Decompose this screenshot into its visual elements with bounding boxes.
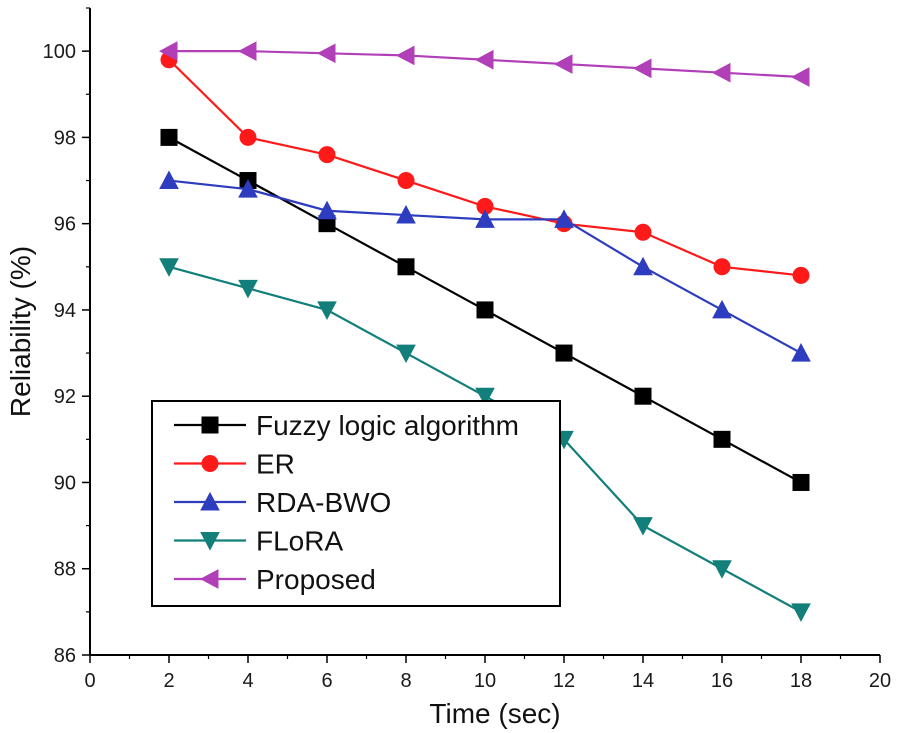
data-point <box>791 342 811 362</box>
legend: Fuzzy logic algorithm ER RDA-BWO FLoRA Propo… <box>151 400 561 607</box>
axes-layer: 0 2 4 6 8 10 12 14 16 18 20 86 88 90 92 94 96 98 100 <box>43 7 891 692</box>
legend-entry: FLoRA <box>174 526 343 557</box>
x-tick-label: 20 <box>869 670 891 692</box>
data-point <box>318 146 336 164</box>
data-point <box>317 200 337 220</box>
y-tick-label: 88 <box>54 559 76 581</box>
data-point <box>158 41 178 61</box>
data-point <box>316 43 336 64</box>
legend-marker <box>199 569 219 589</box>
data-point <box>159 258 179 277</box>
data-point <box>396 344 416 364</box>
legend-box <box>151 400 561 607</box>
data-point <box>396 204 416 224</box>
data-point <box>633 517 653 536</box>
data-point <box>239 128 257 146</box>
data-point <box>633 256 653 276</box>
data-point <box>476 301 494 319</box>
series-line <box>168 58 802 277</box>
data-point <box>160 128 178 146</box>
data-point <box>317 301 337 321</box>
data-point <box>395 45 415 66</box>
data-point <box>397 258 415 276</box>
x-tick-label: 0 <box>84 670 95 692</box>
x-tick-label: 8 <box>400 670 411 692</box>
series-er <box>160 51 810 284</box>
legend-entry: RDA-BWO <box>174 487 391 518</box>
data-point <box>159 170 179 190</box>
data-point <box>790 67 810 87</box>
x-tick-label: 4 <box>242 670 253 692</box>
x-tick-label: 6 <box>321 670 332 692</box>
legend-label: FLoRA <box>256 526 343 557</box>
x-tick-label: 14 <box>632 670 654 692</box>
data-point <box>397 172 415 190</box>
y-tick-label: 86 <box>54 645 76 667</box>
series-fuzzy-logic-algorithm <box>160 128 810 491</box>
data-point <box>792 473 810 491</box>
y-tick-label: 94 <box>54 300 76 322</box>
x-axis-title: Time (sec) <box>429 698 560 729</box>
x-tick-label: 10 <box>474 670 496 692</box>
y-tick-label: 92 <box>54 386 76 408</box>
data-point <box>238 279 258 299</box>
data-point <box>553 54 573 74</box>
series-layer <box>158 41 811 622</box>
data-point <box>791 603 811 622</box>
y-tick-label: 98 <box>54 127 76 149</box>
legend-marker <box>200 491 220 511</box>
data-point <box>237 41 257 61</box>
legend-label: RDA-BWO <box>256 487 391 518</box>
y-axis-title: Reliability (%) <box>5 246 36 417</box>
data-point <box>475 387 495 407</box>
data-point <box>238 179 258 198</box>
data-point <box>711 62 731 83</box>
legend-label: ER <box>256 449 295 480</box>
legend-entry: ER <box>174 449 295 480</box>
data-point <box>634 223 652 241</box>
series-flora <box>159 258 811 622</box>
data-point <box>474 49 494 70</box>
data-point <box>632 58 652 79</box>
data-point <box>475 209 495 228</box>
data-point <box>555 344 573 362</box>
x-tick-label: 18 <box>790 670 812 692</box>
legend-label: Proposed <box>256 564 376 595</box>
series-proposed <box>158 41 810 87</box>
series-rda-bwo <box>159 170 811 362</box>
legend-marker <box>201 455 219 472</box>
x-tick-label: 2 <box>163 670 174 692</box>
data-point <box>554 209 574 228</box>
data-point <box>713 258 731 276</box>
legend-label: Fuzzy logic algorithm <box>256 410 519 441</box>
data-point <box>634 387 652 405</box>
legend-marker <box>200 532 220 551</box>
legend-marker <box>201 416 219 434</box>
data-point <box>713 430 731 448</box>
y-tick-label: 90 <box>54 472 76 494</box>
legend-entry: Proposed <box>174 564 376 595</box>
legend-entry: Fuzzy logic algorithm <box>174 410 519 441</box>
x-tick-label: 16 <box>711 670 733 692</box>
y-tick-label: 96 <box>54 214 76 236</box>
y-tick-label: 100 <box>43 41 76 63</box>
x-tick-label: 12 <box>553 670 575 692</box>
data-point <box>712 299 732 319</box>
data-point <box>712 560 732 579</box>
data-point <box>792 266 810 284</box>
